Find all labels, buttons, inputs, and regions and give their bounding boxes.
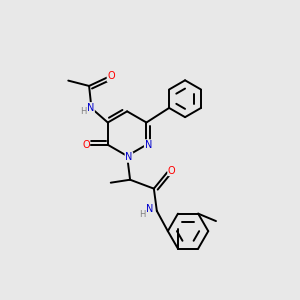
Text: O: O (107, 71, 115, 81)
Text: N: N (87, 103, 94, 112)
Text: N: N (125, 152, 133, 162)
Text: N: N (146, 204, 153, 214)
Text: N: N (145, 140, 152, 150)
Text: H: H (80, 107, 86, 116)
Text: H: H (139, 210, 145, 219)
Text: O: O (82, 140, 90, 150)
Text: O: O (168, 166, 176, 176)
